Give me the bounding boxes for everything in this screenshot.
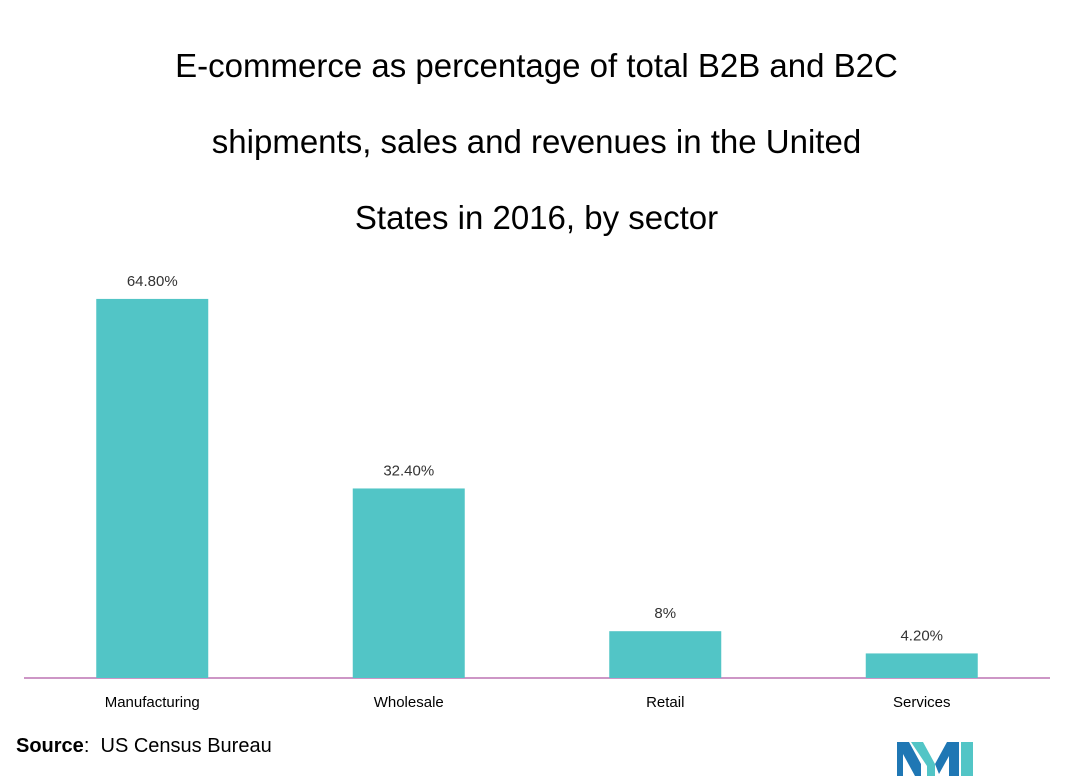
bar-wholesale	[352, 488, 465, 678]
bar-services	[865, 653, 978, 678]
bar-retail	[609, 631, 722, 678]
data-label-manufacturing: 64.80%	[127, 273, 178, 290]
source-label: Source	[16, 735, 84, 757]
bar-manufacturing	[96, 298, 209, 678]
chart-title-line-1: E-commerce as percentage of total B2B an…	[175, 47, 898, 84]
chart-title-line-3: States in 2016, by sector	[354, 199, 719, 236]
x-tick-label-wholesale: Wholesale	[374, 694, 444, 711]
data-label-wholesale: 32.40%	[383, 462, 434, 479]
data-label-services: 4.20%	[900, 627, 943, 644]
mordor-intelligence-logo-icon	[897, 742, 973, 776]
source-separator: :	[83, 735, 90, 757]
chart-title-line-2: shipments, sales and revenues in the Uni…	[211, 123, 862, 160]
source-text: US Census Bureau	[100, 735, 272, 757]
chart-title: E-commerce as percentage of total B2B an…	[40, 28, 1033, 256]
x-tick-label-services: Services	[893, 694, 951, 711]
data-label-retail: 8%	[654, 605, 676, 622]
x-tick-label-manufacturing: Manufacturing	[105, 694, 200, 711]
source-note: Source: US Census Bureau	[16, 735, 272, 758]
x-tick-label-retail: Retail	[646, 694, 684, 711]
